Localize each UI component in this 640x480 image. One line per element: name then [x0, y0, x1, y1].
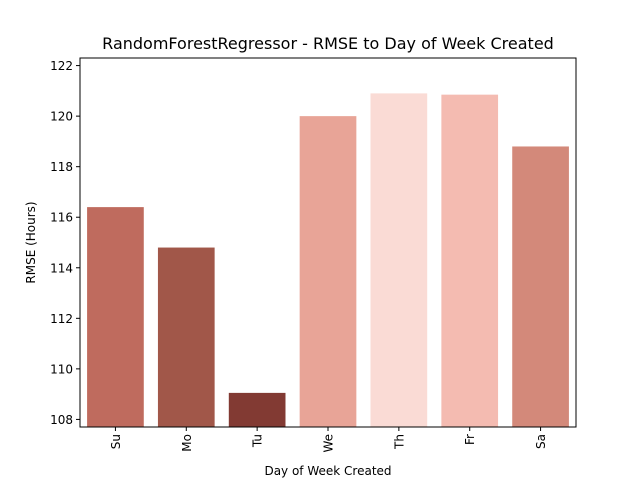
y-tick-label: 120	[50, 110, 73, 124]
bar-fr	[441, 94, 499, 428]
bar-we	[299, 116, 357, 427]
x-tick-label: Tu	[251, 434, 265, 448]
y-tick-label: 114	[50, 261, 73, 275]
bar-mo	[157, 247, 215, 427]
bar-su	[87, 207, 144, 427]
x-tick-label: Mo	[180, 434, 194, 452]
y-tick-label: 110	[50, 362, 73, 376]
y-tick-label: 116	[50, 211, 73, 225]
x-tick-label: Su	[109, 434, 123, 449]
x-tick-label: We	[322, 434, 336, 453]
x-tick-label: Sa	[534, 434, 548, 449]
x-axis-label: Day of Week Created	[264, 464, 391, 478]
y-ticks-group: 108 110 112 114 116 118 120 122	[50, 59, 80, 427]
bar-tu	[228, 392, 286, 427]
y-tick-label: 112	[50, 312, 73, 326]
x-tick-label: Fr	[463, 434, 477, 445]
y-tick-label: 108	[50, 413, 73, 427]
y-tick-label: 122	[50, 59, 73, 73]
bars-group	[87, 93, 569, 428]
plot-frame	[79, 57, 577, 428]
chart-title: RandomForestRegressor - RMSE to Day of W…	[102, 34, 554, 53]
x-ticks-group: Su Mo Tu We Th Fr Sa	[109, 427, 548, 453]
y-tick-label: 118	[50, 160, 73, 174]
bar-th	[370, 93, 428, 427]
bar-sa	[512, 146, 569, 427]
x-tick-label: Th	[392, 434, 406, 450]
y-axis-label: RMSE (Hours)	[24, 201, 38, 283]
